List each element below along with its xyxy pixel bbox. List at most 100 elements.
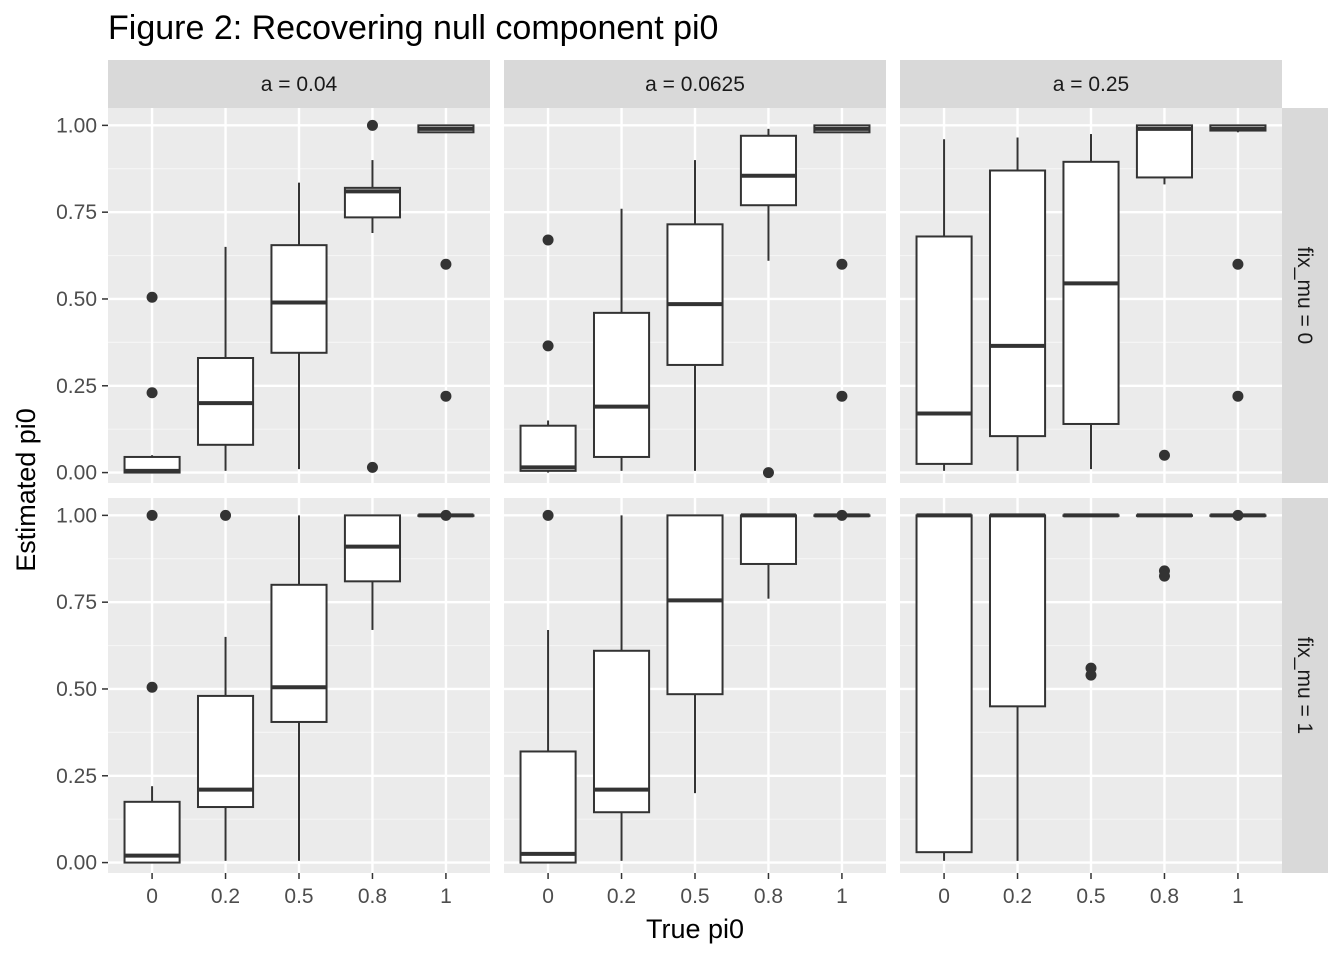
boxplot-0.5 xyxy=(270,182,328,470)
box-iqr xyxy=(915,235,973,465)
y-tick-label: 0.75 xyxy=(56,201,97,224)
chart-title: Figure 2: Recovering null component pi0 xyxy=(108,9,718,47)
boxplot-0 xyxy=(123,509,181,864)
x-tick-label: 0.2 xyxy=(1003,885,1032,908)
boxplot-0 xyxy=(915,513,973,861)
box-iqr xyxy=(739,134,798,207)
box-iqr xyxy=(988,169,1047,438)
y-tick-label: 0.50 xyxy=(56,288,97,311)
y-tick-label: 0.50 xyxy=(56,678,97,701)
boxplot-0.5 xyxy=(666,160,724,471)
outlier-point xyxy=(1158,449,1170,461)
outlier-point xyxy=(836,509,848,521)
box-iqr xyxy=(666,223,724,366)
outlier-point xyxy=(220,509,232,521)
x-tick-label: 0.5 xyxy=(1076,885,1105,908)
outlier-point xyxy=(440,258,452,270)
boxplot-0.8 xyxy=(1135,513,1194,582)
x-tick-label: 0 xyxy=(938,885,950,908)
box-iqr xyxy=(666,514,724,696)
facet-strip-col-3 xyxy=(900,60,1282,108)
box-iqr xyxy=(270,583,328,723)
panel-r1-c3 xyxy=(900,108,1282,483)
outlier-point xyxy=(836,258,848,270)
box-iqr xyxy=(592,311,651,458)
box-iqr xyxy=(988,514,1047,708)
panel-r2-c1 xyxy=(108,498,490,873)
outlier-point xyxy=(440,390,452,402)
y-tick-label: 0.00 xyxy=(56,462,97,485)
box-iqr xyxy=(123,800,181,864)
outlier-point xyxy=(366,461,378,473)
box-iqr xyxy=(592,649,651,814)
boxplot-0.5 xyxy=(1062,513,1120,681)
boxplot-0.5 xyxy=(270,515,328,861)
outlier-point xyxy=(146,291,158,303)
boxplot-0.8 xyxy=(739,128,798,479)
boxplot-0.2 xyxy=(988,137,1047,471)
y-tick-label: 0.00 xyxy=(56,852,97,875)
boxplot-0.2 xyxy=(196,509,255,861)
x-tick-label: 0 xyxy=(542,885,554,908)
outlier-point xyxy=(836,390,848,402)
panel-r2-c3 xyxy=(900,498,1282,873)
facet-panels: a = 0.04 a = 0.0625 a = 0.25 fix_mu = 0 fix_… xyxy=(56,60,1328,908)
panel-r2-c2 xyxy=(504,498,886,873)
box-iqr xyxy=(519,750,577,864)
outlier-point xyxy=(366,119,378,131)
y-tick-label: 1.00 xyxy=(56,114,97,137)
boxplot-1 xyxy=(813,509,871,521)
facet-strip-col-1 xyxy=(108,60,490,108)
x-tick-label: 1 xyxy=(836,885,848,908)
outlier-point xyxy=(762,467,774,479)
boxplot-0.8 xyxy=(343,119,402,473)
x-tick-label: 0.2 xyxy=(211,885,240,908)
boxplot-0.2 xyxy=(592,208,651,471)
facet-label-row-1: fix_mu = 0 xyxy=(1293,247,1316,344)
outlier-point xyxy=(440,509,452,521)
y-tick-label: 1.00 xyxy=(56,504,97,527)
x-tick-label: 1 xyxy=(1232,885,1244,908)
boxplot-0.2 xyxy=(196,246,255,471)
boxplot-0 xyxy=(519,234,577,473)
x-tick-label: 0.5 xyxy=(680,885,709,908)
boxplot-0.5 xyxy=(666,514,724,794)
box-iqr xyxy=(1135,124,1194,179)
y-tick-label: 0.75 xyxy=(56,591,97,614)
outlier-point xyxy=(1085,669,1097,681)
facet-label-col-1: a = 0.04 xyxy=(261,73,338,96)
x-tick-label: 0 xyxy=(146,885,158,908)
y-axis-title: Estimated pi0 xyxy=(11,408,41,572)
outlier-point xyxy=(1232,390,1244,402)
boxplot-0 xyxy=(519,509,577,864)
outlier-point xyxy=(146,509,158,521)
outlier-point xyxy=(1232,509,1244,521)
x-tick-label: 0.8 xyxy=(1150,885,1179,908)
outlier-point xyxy=(542,340,554,352)
x-tick-label: 1 xyxy=(440,885,452,908)
y-tick-label: 0.25 xyxy=(56,765,97,788)
boxplot-1 xyxy=(417,124,475,402)
boxplot-0.8 xyxy=(343,514,402,630)
boxplot-0.2 xyxy=(988,513,1047,861)
x-tick-label: 0.8 xyxy=(754,885,783,908)
box-iqr xyxy=(270,244,328,354)
box-iqr xyxy=(1062,160,1120,425)
facet-strip-row-1 xyxy=(1282,108,1328,483)
boxplot-0.8 xyxy=(1135,124,1194,461)
boxplot-0.8 xyxy=(739,513,798,599)
boxplot-1 xyxy=(417,509,475,521)
boxplot-0.5 xyxy=(1062,134,1120,470)
outlier-point xyxy=(542,234,554,246)
outlier-point xyxy=(146,387,158,399)
box-iqr xyxy=(915,514,973,854)
outlier-point xyxy=(1232,258,1244,270)
panel-r1-c2 xyxy=(504,108,886,483)
facet-strip-row-2 xyxy=(1282,498,1328,873)
y-tick-label: 0.25 xyxy=(56,375,97,398)
outlier-point xyxy=(146,681,158,693)
x-tick-label: 0.2 xyxy=(607,885,636,908)
facet-label-row-2: fix_mu = 1 xyxy=(1293,637,1316,734)
x-axis-title: True pi0 xyxy=(646,914,744,944)
